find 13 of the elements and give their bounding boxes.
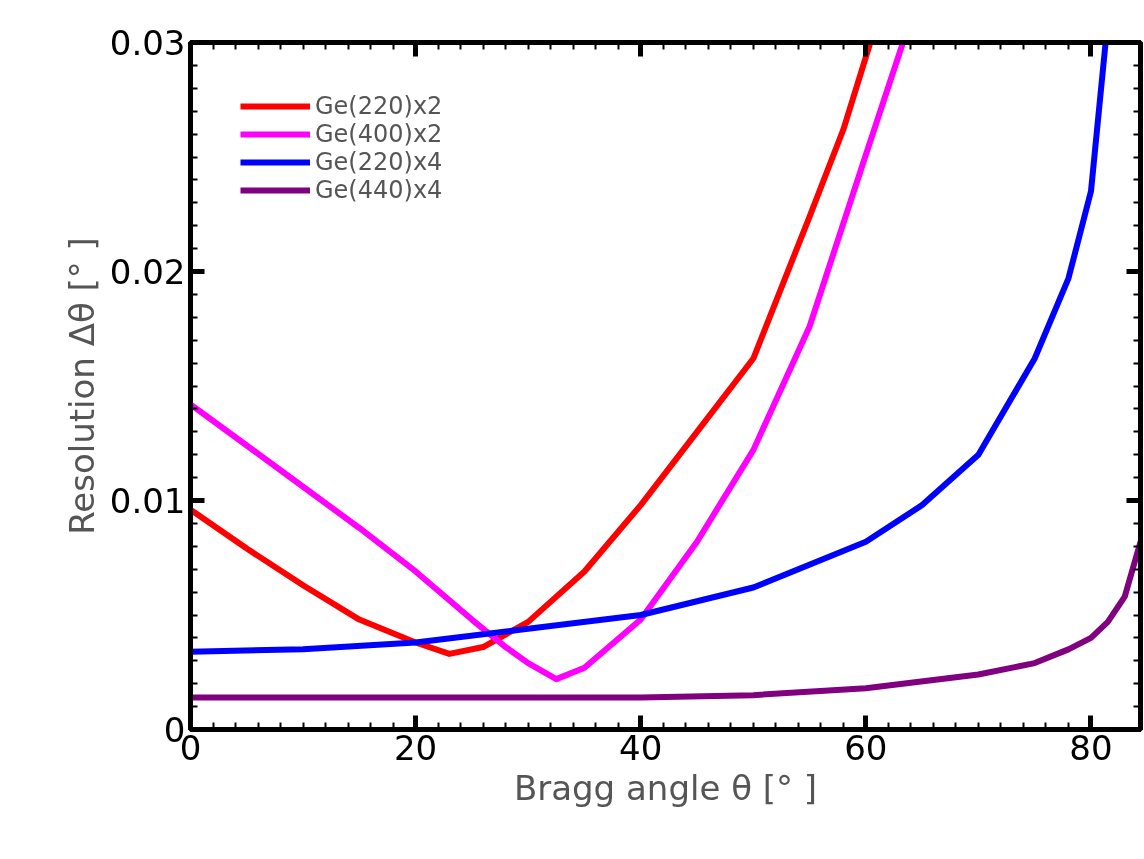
legend-label: Ge(220)x4: [315, 148, 443, 176]
y-axis-title: Resolution Δθ [° ]: [61, 237, 102, 535]
y-tick-label: 0.03: [109, 23, 186, 63]
y-tick-label: 0.01: [109, 481, 186, 521]
x-tick-label: 60: [844, 727, 888, 768]
x-axis-title: Bragg angle θ [° ]: [513, 767, 818, 808]
y-tick-label: 0.02: [109, 252, 186, 292]
legend-label: Ge(220)x2: [315, 92, 443, 120]
legend-label: Ge(400)x2: [315, 120, 443, 148]
legend-label: Ge(440)x4: [315, 176, 443, 204]
x-tick-label: 20: [393, 727, 438, 768]
x-tick-label: 40: [619, 727, 663, 768]
x-tick-label: 80: [1069, 727, 1113, 768]
